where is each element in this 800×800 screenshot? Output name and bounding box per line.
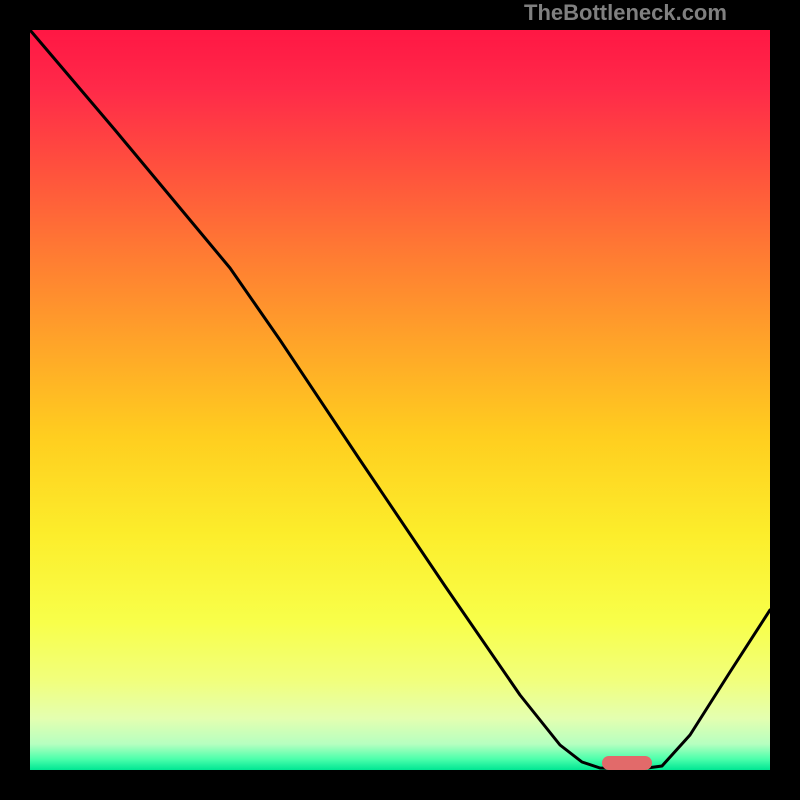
watermark-text: TheBottleneck.com bbox=[524, 0, 727, 26]
plot-gradient-area bbox=[30, 30, 770, 770]
bottleneck-chart bbox=[0, 0, 800, 800]
optimal-marker bbox=[602, 756, 652, 770]
